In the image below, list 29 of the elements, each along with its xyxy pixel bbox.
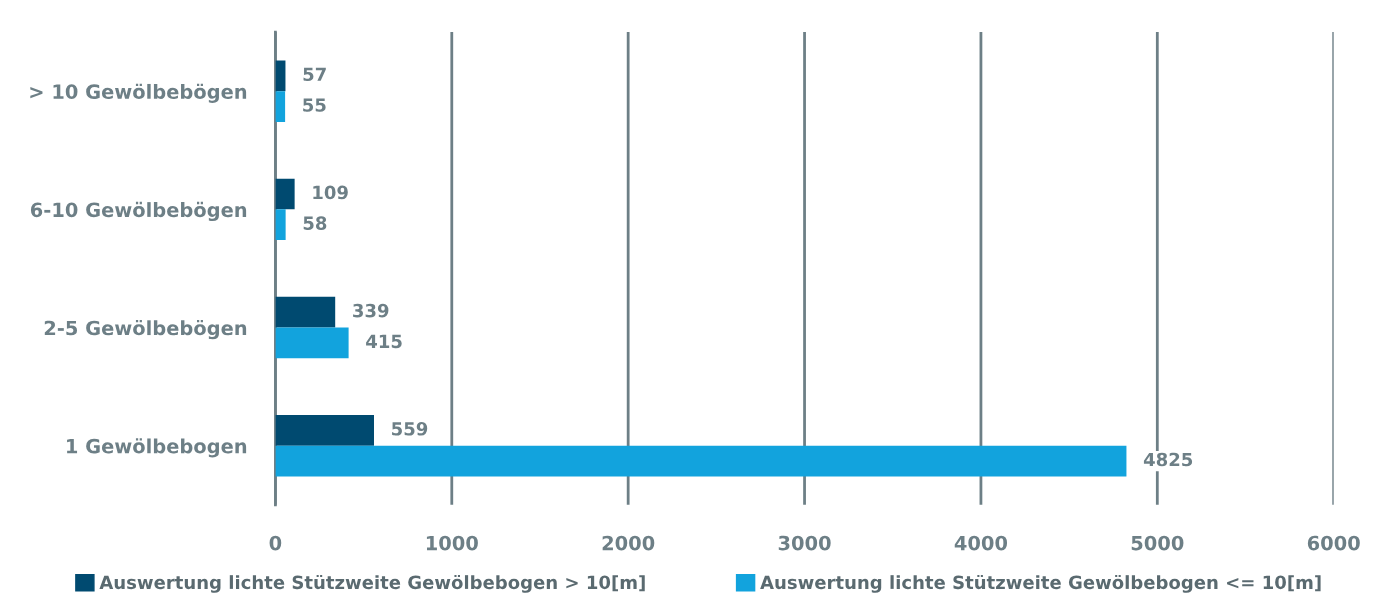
- bar: [275, 445, 1127, 477]
- data-label: 109: [313, 185, 348, 200]
- data-label: 58: [303, 216, 327, 230]
- x-tick-label: 5000: [1131, 535, 1184, 551]
- y-tick-label: 2-5 Gewölbebögen: [44, 320, 247, 340]
- bar: [275, 327, 349, 359]
- bar: [275, 296, 336, 328]
- legend-label: Auswertung lichte Stützweite Gewölbebogen <= 10[m]: [760, 574, 1321, 593]
- x-tick-label: 3000: [778, 535, 831, 551]
- x-tick-label: 4000: [954, 535, 1008, 551]
- x-tick-label: 2000: [602, 535, 655, 551]
- data-label: 339: [353, 303, 389, 318]
- data-label: 4825: [1143, 452, 1193, 467]
- bar: [275, 209, 286, 241]
- data-label: 55: [303, 98, 326, 112]
- data-label: 559: [392, 421, 428, 436]
- x-tick-label: 1000: [426, 535, 478, 551]
- y-tick-label: > 10 Gewölbebögen: [30, 83, 247, 103]
- y-tick-label: 1 Gewölbebogen: [67, 438, 247, 458]
- bar: [275, 178, 295, 210]
- y-tick-label: 6-10 Gewölbebögen: [30, 201, 247, 222]
- x-tick-label: 0: [269, 535, 282, 551]
- bar: [275, 414, 374, 446]
- legend-label: Auswertung lichte Stützweite Gewölbebogen > 10[m]: [99, 574, 645, 593]
- x-tick-label: 6000: [1307, 535, 1360, 551]
- data-label: 415: [366, 334, 402, 349]
- bar: [275, 60, 286, 92]
- bar: [275, 91, 286, 122]
- data-label: 57: [303, 67, 326, 82]
